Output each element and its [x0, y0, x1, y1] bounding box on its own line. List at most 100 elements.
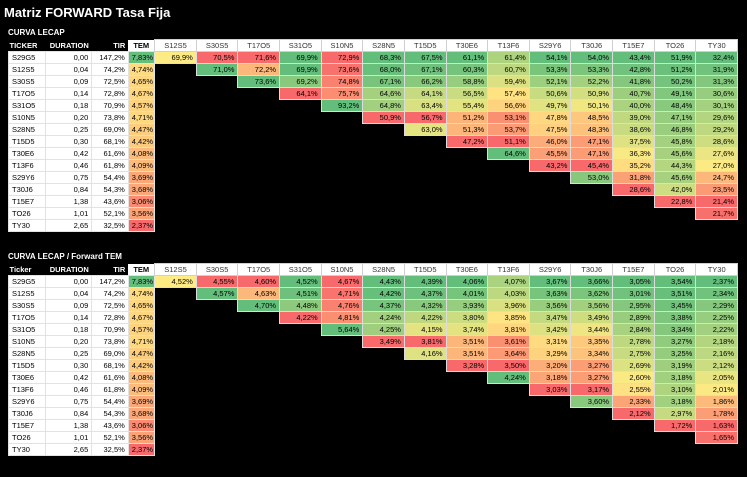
tem-cell[interactable]: 4,42%	[127, 359, 156, 372]
forward-rate-cell[interactable]: 3,18%	[653, 371, 697, 384]
forward-rate-cell[interactable]: 4,22%	[403, 311, 447, 324]
ticker-cell[interactable]: T30J6	[8, 407, 46, 420]
forward-rate-cell[interactable]: 63,0%	[403, 123, 447, 136]
forward-rate-cell[interactable]: 3,54%	[653, 275, 697, 288]
forward-rate-cell[interactable]: 73,6%	[320, 63, 364, 76]
duration-cell[interactable]: 0,42	[44, 147, 93, 160]
forward-rate-cell[interactable]: 3,31%	[528, 335, 572, 348]
tem-cell[interactable]: 4,74%	[127, 63, 156, 76]
forward-rate-cell[interactable]: 3,93%	[445, 299, 489, 312]
forward-rate-cell[interactable]: 48,3%	[570, 123, 614, 136]
forward-rate-cell[interactable]: 2,60%	[612, 371, 655, 384]
forward-rate-cell[interactable]: 73,6%	[237, 75, 281, 88]
forward-rate-cell[interactable]: 2,75%	[612, 347, 655, 360]
ticker-cell[interactable]: TY30	[8, 219, 46, 232]
duration-cell[interactable]: 0,75	[44, 171, 93, 184]
duration-cell[interactable]: 0,20	[44, 335, 93, 348]
tem-cell[interactable]: 4,71%	[127, 335, 156, 348]
forward-rate-cell[interactable]: 3,80%	[445, 311, 489, 324]
forward-rate-cell[interactable]: 52,2%	[570, 75, 614, 88]
tem-cell[interactable]: 3,56%	[127, 207, 156, 220]
forward-rate-cell[interactable]: 3,81%	[487, 323, 530, 336]
forward-rate-cell[interactable]: 55,4%	[445, 99, 489, 112]
duration-cell[interactable]: 0,46	[44, 383, 93, 396]
ticker-cell[interactable]: S12S5	[8, 287, 46, 300]
tir-cell[interactable]: 73,8%	[91, 335, 129, 348]
forward-rate-cell[interactable]: 32,4%	[695, 51, 738, 64]
forward-rate-cell[interactable]: 57,4%	[487, 87, 530, 100]
forward-rate-cell[interactable]: 49,7%	[528, 99, 572, 112]
forward-rate-cell[interactable]: 47,2%	[445, 135, 489, 148]
forward-rate-cell[interactable]: 24,7%	[695, 171, 738, 184]
forward-rate-cell[interactable]: 53,1%	[487, 111, 530, 124]
tem-cell[interactable]: 4,67%	[127, 311, 156, 324]
forward-rate-cell[interactable]: 31,9%	[695, 63, 738, 76]
tem-cell[interactable]: 7,83%	[127, 51, 156, 64]
forward-rate-cell[interactable]: 39,0%	[612, 111, 655, 124]
forward-rate-cell[interactable]: 2,16%	[695, 347, 738, 360]
ticker-cell[interactable]: T13F6	[8, 383, 46, 396]
duration-cell[interactable]: 1,01	[44, 207, 93, 220]
tem-cell[interactable]: 4,65%	[127, 75, 156, 88]
tem-cell[interactable]: 4,08%	[127, 147, 156, 160]
forward-rate-cell[interactable]: 1,65%	[695, 431, 738, 444]
ticker-cell[interactable]: T13F6	[8, 159, 46, 172]
tir-cell[interactable]: 61,8%	[91, 159, 129, 172]
forward-rate-cell[interactable]: 4,24%	[362, 311, 405, 324]
forward-rate-cell[interactable]: 63,4%	[403, 99, 447, 112]
tem-cell[interactable]: 2,37%	[127, 443, 156, 456]
tem-cell[interactable]: 4,47%	[127, 347, 156, 360]
forward-rate-cell[interactable]: 46,0%	[528, 135, 572, 148]
forward-rate-cell[interactable]: 3,18%	[653, 395, 697, 408]
forward-rate-cell[interactable]: 3,20%	[528, 359, 572, 372]
forward-rate-cell[interactable]: 3,96%	[487, 299, 530, 312]
duration-cell[interactable]: 0,20	[44, 111, 93, 124]
forward-rate-cell[interactable]: 4,39%	[403, 275, 447, 288]
forward-rate-cell[interactable]: 4,43%	[362, 275, 405, 288]
ticker-cell[interactable]: S29G5	[8, 275, 46, 288]
tem-cell[interactable]: 7,83%	[127, 275, 156, 288]
ticker-cell[interactable]: T30E6	[8, 147, 46, 160]
forward-rate-cell[interactable]: 53,3%	[570, 63, 614, 76]
forward-rate-cell[interactable]: 30,1%	[695, 99, 738, 112]
forward-rate-cell[interactable]: 3,67%	[528, 275, 572, 288]
forward-rate-cell[interactable]: 4,52%	[154, 275, 197, 288]
forward-rate-cell[interactable]: 72,9%	[320, 51, 364, 64]
forward-rate-cell[interactable]: 3,34%	[653, 323, 697, 336]
forward-rate-cell[interactable]: 5,64%	[320, 323, 364, 336]
ticker-cell[interactable]: S31O5	[8, 99, 46, 112]
forward-rate-cell[interactable]: 36,3%	[612, 147, 655, 160]
forward-rate-cell[interactable]: 42,8%	[612, 63, 655, 76]
forward-rate-cell[interactable]: 2,69%	[612, 359, 655, 372]
forward-rate-cell[interactable]: 3,44%	[570, 323, 614, 336]
forward-rate-cell[interactable]: 4,37%	[403, 287, 447, 300]
ticker-cell[interactable]: T30J6	[8, 183, 46, 196]
duration-cell[interactable]: 0,30	[44, 359, 93, 372]
forward-rate-cell[interactable]: 3,56%	[570, 299, 614, 312]
forward-rate-cell[interactable]: 4,60%	[237, 275, 281, 288]
forward-rate-cell[interactable]: 3,28%	[445, 359, 489, 372]
ticker-cell[interactable]: T15E7	[8, 419, 46, 432]
forward-rate-cell[interactable]: 58,8%	[445, 75, 489, 88]
forward-rate-cell[interactable]: 45,6%	[653, 147, 697, 160]
forward-rate-cell[interactable]: 2,12%	[695, 359, 738, 372]
forward-rate-cell[interactable]: 23,5%	[695, 183, 738, 196]
forward-rate-cell[interactable]: 44,3%	[653, 159, 697, 172]
tir-cell[interactable]: 72,8%	[91, 311, 129, 324]
ticker-cell[interactable]: S10N5	[8, 111, 46, 124]
tir-cell[interactable]: 54,4%	[91, 171, 129, 184]
forward-rate-cell[interactable]: 3,63%	[528, 287, 572, 300]
forward-rate-cell[interactable]: 47,5%	[528, 123, 572, 136]
forward-rate-cell[interactable]: 2,37%	[695, 275, 738, 288]
forward-rate-cell[interactable]: 54,1%	[528, 51, 572, 64]
forward-rate-cell[interactable]: 60,7%	[487, 63, 530, 76]
tir-cell[interactable]: 32,5%	[91, 443, 129, 456]
forward-rate-cell[interactable]: 4,63%	[237, 287, 281, 300]
tem-cell[interactable]: 3,69%	[127, 395, 156, 408]
forward-rate-cell[interactable]: 4,22%	[279, 311, 322, 324]
duration-cell[interactable]: 2,65	[44, 443, 93, 456]
duration-cell[interactable]: 0,42	[44, 371, 93, 384]
tir-cell[interactable]: 72,8%	[91, 87, 129, 100]
duration-cell[interactable]: 2,65	[44, 219, 93, 232]
forward-rate-cell[interactable]: 48,4%	[653, 99, 697, 112]
